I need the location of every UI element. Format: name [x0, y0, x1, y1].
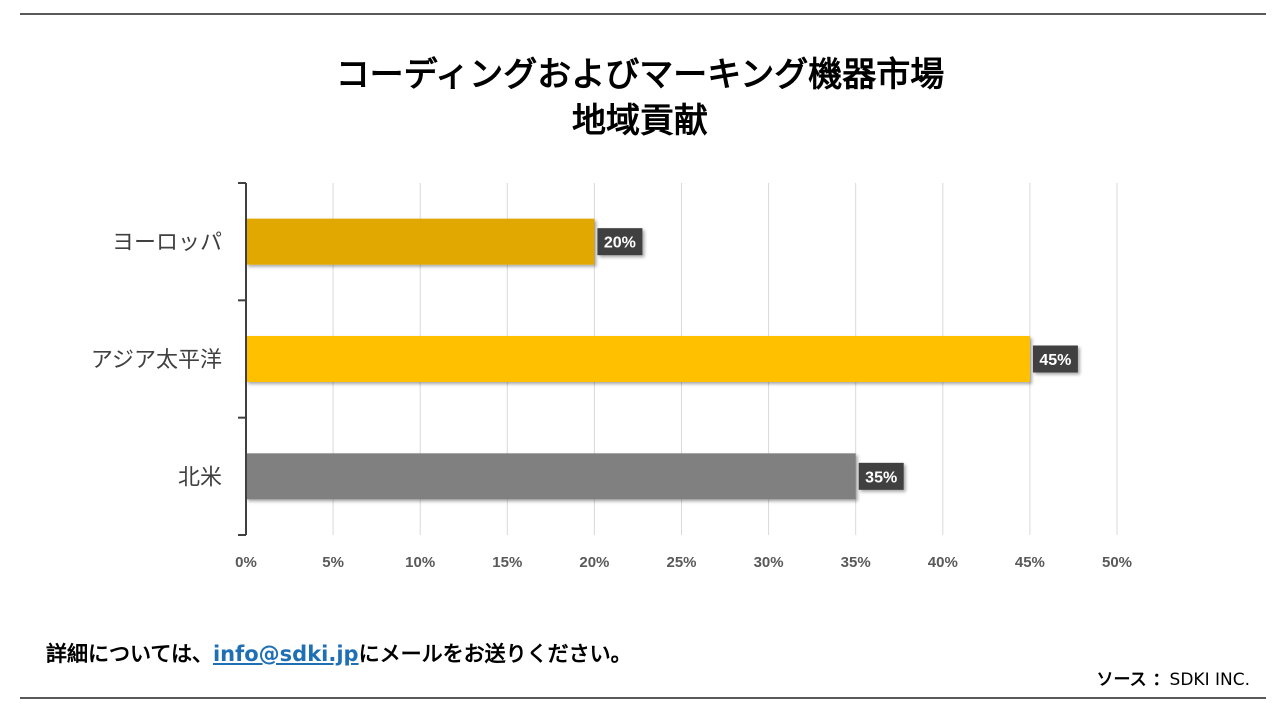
x-tick-label: 15%: [492, 554, 522, 571]
contact-footer: 詳細については、info@sdki.jpにメールをお送りください。: [46, 638, 632, 668]
data-label-box: [1032, 345, 1078, 373]
data-label: 20%: [604, 235, 636, 252]
x-tick-label: 35%: [841, 554, 871, 571]
x-tick-label: 40%: [928, 554, 958, 571]
category-label: アジア太平洋: [91, 348, 222, 373]
x-tick-label: 0%: [235, 554, 257, 571]
x-tick-label: 50%: [1102, 554, 1132, 571]
bar: [246, 218, 595, 265]
source-value: SDKI INC.: [1169, 670, 1250, 690]
bar: [246, 453, 856, 500]
source-credit: ソース ：SDKI INC.: [1096, 665, 1250, 690]
top-rule: [20, 13, 1266, 15]
data-label-box: [597, 228, 643, 256]
data-label-box: [858, 462, 904, 490]
footer-prefix: 詳細については、: [46, 642, 213, 666]
footer-suffix: にメールをお送りください。: [358, 642, 632, 666]
category-label: 北米: [178, 465, 222, 490]
bottom-rule: [20, 697, 1266, 699]
x-tick-label: 10%: [405, 554, 435, 571]
data-label: 45%: [1039, 352, 1071, 369]
x-tick-label: 20%: [579, 554, 609, 571]
source-label: ソース ：: [1096, 670, 1170, 690]
category-label: ヨーロッパ: [112, 231, 222, 256]
data-label: 35%: [865, 469, 897, 486]
x-tick-label: 30%: [754, 554, 784, 571]
email-link[interactable]: info@sdki.jp: [212, 642, 359, 666]
chart-title-line2: 地域貢献: [572, 101, 708, 141]
bar: [246, 336, 1030, 382]
x-tick-label: 5%: [322, 554, 344, 571]
x-tick-label: 45%: [1015, 554, 1045, 571]
chart-title-line1: コーディングおよびマーキング機器市場: [335, 55, 945, 95]
x-tick-label: 25%: [666, 554, 696, 571]
